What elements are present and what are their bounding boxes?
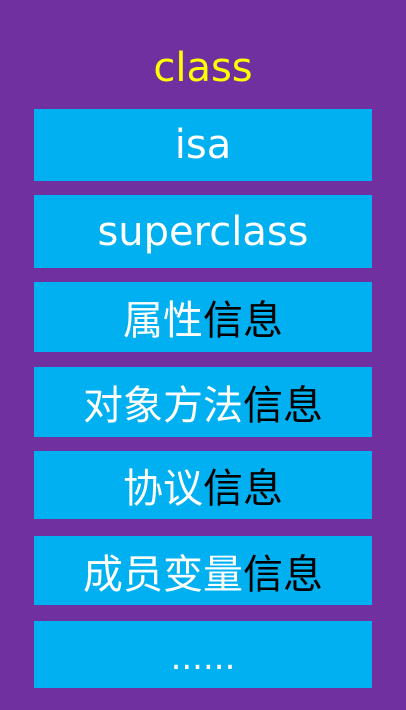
cell-superclass: superclass xyxy=(34,195,372,268)
cell-property-suffix: 信息 xyxy=(203,298,283,344)
cell-ellipsis: ...... xyxy=(34,621,372,688)
cell-property-info: 属性 信息 xyxy=(34,282,372,352)
cell-instance-method-suffix: 信息 xyxy=(243,383,323,429)
cell-isa: isa xyxy=(34,109,372,181)
cell-ellipsis-label: ...... xyxy=(170,637,236,678)
cell-property-label: 属性 xyxy=(123,298,203,344)
cell-protocol-suffix: 信息 xyxy=(203,466,283,512)
cell-instance-method-info: 对象方法 信息 xyxy=(34,367,372,437)
cell-ivar-info: 成员变量 信息 xyxy=(34,536,372,605)
cell-instance-method-label: 对象方法 xyxy=(83,383,243,429)
cell-protocol-info: 协议 信息 xyxy=(34,451,372,519)
cell-ivar-suffix: 信息 xyxy=(243,551,323,598)
cell-superclass-label: superclass xyxy=(97,208,309,255)
cell-ivar-label: 成员变量 xyxy=(83,551,243,598)
cell-protocol-label: 协议 xyxy=(123,466,203,512)
cell-isa-label: isa xyxy=(174,122,232,168)
diagram-title: class xyxy=(153,45,253,91)
